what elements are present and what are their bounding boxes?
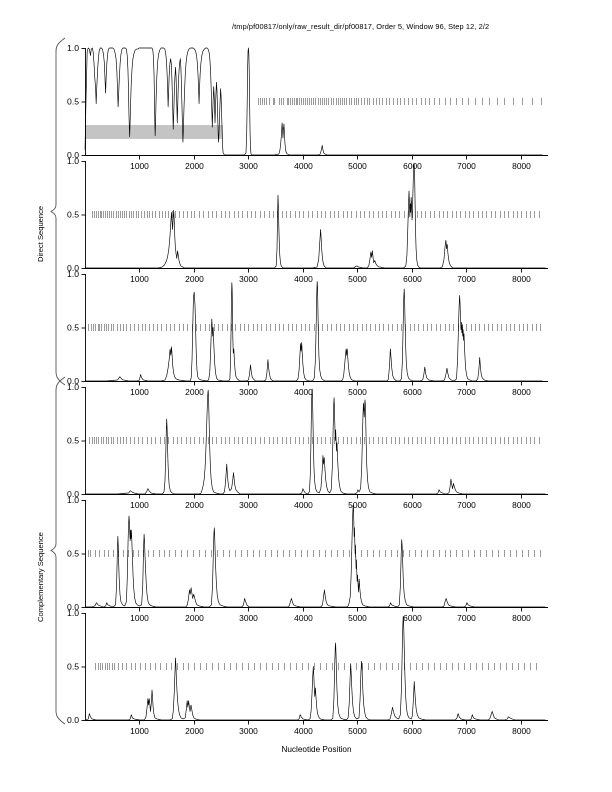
data-curve bbox=[84, 615, 546, 721]
x-tick-label: 7000 bbox=[457, 726, 476, 736]
x-tick-label: 6000 bbox=[403, 274, 422, 284]
x-tick-label: 3000 bbox=[239, 161, 258, 171]
panel-frame-1-direct: 0.0 0.5 1.0 1000 2000 3000 4000 5000 6000 7000 800… bbox=[67, 43, 548, 171]
panel-frame-2-complementary: 0.0 0.5 1.0 1000 2000 3000 4000 5000 6000 7000 800… bbox=[67, 495, 548, 623]
x-tick-label: 5000 bbox=[348, 726, 367, 736]
y-tick-label: 1.0 bbox=[67, 156, 79, 166]
marker-row bbox=[92, 211, 540, 218]
x-tick-label: 7000 bbox=[457, 613, 476, 623]
x-tick-label: 1000 bbox=[130, 274, 149, 284]
marker-row bbox=[95, 663, 537, 670]
group-brace bbox=[50, 376, 66, 725]
x-tick-label: 8000 bbox=[512, 613, 531, 623]
y-axis-group-label-direct: Direct Sequence bbox=[36, 205, 45, 262]
panel-frame-2-direct: 0.0 0.5 1.0 1000 2000 3000 4000 5000 6000 7000 800… bbox=[67, 156, 548, 284]
marker-row bbox=[89, 437, 540, 444]
x-tick-label: 4000 bbox=[294, 274, 313, 284]
x-tick-label: 5000 bbox=[348, 613, 367, 623]
x-tick-label: 4000 bbox=[294, 500, 313, 510]
y-tick-label: 0.5 bbox=[67, 549, 79, 559]
y-tick-label: 1.0 bbox=[67, 43, 79, 53]
data-curve bbox=[85, 281, 543, 382]
y-tick-label: 0.0 bbox=[67, 602, 79, 612]
x-tick-label: 2000 bbox=[185, 726, 204, 736]
x-tick-label: 8000 bbox=[512, 274, 531, 284]
x-tick-label: 3000 bbox=[239, 500, 258, 510]
data-curve bbox=[85, 505, 546, 608]
marker-row bbox=[88, 324, 541, 331]
x-tick-label: 2000 bbox=[185, 387, 204, 397]
x-tick-label: 3000 bbox=[239, 387, 258, 397]
x-tick-label: 2000 bbox=[185, 500, 204, 510]
x-tick-label: 6000 bbox=[403, 500, 422, 510]
x-tick-label: 5000 bbox=[348, 387, 367, 397]
y-tick-label: 1.0 bbox=[67, 382, 79, 392]
x-tick-label: 4000 bbox=[294, 726, 313, 736]
y-tick-label: 0.0 bbox=[67, 376, 79, 386]
x-tick-label: 1000 bbox=[130, 726, 149, 736]
y-axis-group-label-complementary: Complementary Sequence bbox=[36, 532, 45, 622]
panel-frame-1-complementary: 0.0 0.5 1.0 1000 2000 3000 4000 5000 6000 7000 800… bbox=[67, 382, 548, 510]
x-tick-label: 4000 bbox=[294, 161, 313, 171]
x-tick-label: 1000 bbox=[130, 387, 149, 397]
data-curve bbox=[84, 47, 543, 156]
x-tick-label: 1000 bbox=[130, 613, 149, 623]
x-tick-label: 2000 bbox=[185, 613, 204, 623]
data-curve bbox=[85, 388, 546, 495]
x-tick-label: 1000 bbox=[130, 161, 149, 171]
y-tick-label: 0.0 bbox=[67, 715, 79, 725]
y-tick-label: 1.0 bbox=[67, 608, 79, 618]
x-tick-label: 4000 bbox=[294, 613, 313, 623]
figure-title: /tmp/pf00817/only/raw_result_dir/pf00817… bbox=[232, 22, 490, 31]
x-tick-label: 7000 bbox=[457, 161, 476, 171]
y-tick-label: 1.0 bbox=[67, 495, 79, 505]
x-tick-label: 4000 bbox=[294, 387, 313, 397]
panel-frame-3-complementary: 0.0 0.5 1.0 1000 2000 3000 4000 5000 6000 7000 800… bbox=[67, 608, 548, 736]
x-tick-label: 2000 bbox=[185, 274, 204, 284]
marker-row bbox=[88, 550, 541, 557]
x-tick-label: 5000 bbox=[348, 500, 367, 510]
panel-frame-3-direct: 0.0 0.5 1.0 1000 2000 3000 4000 5000 6000 7000 800… bbox=[67, 269, 548, 397]
x-tick-label: 8000 bbox=[512, 161, 531, 171]
x-tick-label: 3000 bbox=[239, 274, 258, 284]
x-tick-label: 8000 bbox=[512, 500, 531, 510]
x-tick-label: 3000 bbox=[239, 613, 258, 623]
group-brace bbox=[50, 37, 66, 386]
x-tick-label: 7000 bbox=[457, 387, 476, 397]
x-tick-label: 6000 bbox=[403, 387, 422, 397]
x-tick-label: 2000 bbox=[185, 161, 204, 171]
x-tick-label: 3000 bbox=[239, 726, 258, 736]
y-tick-label: 0.5 bbox=[67, 323, 79, 333]
y-tick-label: 0.5 bbox=[67, 97, 79, 107]
y-tick-label: 0.5 bbox=[67, 662, 79, 672]
marker-row bbox=[258, 98, 542, 105]
highlight-band bbox=[85, 125, 223, 139]
x-tick-label: 7000 bbox=[457, 274, 476, 284]
x-tick-label: 6000 bbox=[403, 613, 422, 623]
x-tick-label: 6000 bbox=[403, 161, 422, 171]
y-tick-label: 0.0 bbox=[67, 150, 79, 160]
y-tick-label: 0.0 bbox=[67, 263, 79, 273]
x-tick-label: 8000 bbox=[512, 726, 531, 736]
x-tick-label: 8000 bbox=[512, 387, 531, 397]
x-tick-label: 1000 bbox=[130, 500, 149, 510]
x-tick-label: 5000 bbox=[348, 161, 367, 171]
y-tick-label: 1.0 bbox=[67, 269, 79, 279]
y-tick-label: 0.5 bbox=[67, 436, 79, 446]
y-tick-label: 0.5 bbox=[67, 210, 79, 220]
data-curve bbox=[85, 163, 546, 269]
y-tick-label: 0.0 bbox=[67, 489, 79, 499]
x-tick-label: 5000 bbox=[348, 274, 367, 284]
x-tick-label: 6000 bbox=[403, 726, 422, 736]
x-axis-title: Nucleotide Position bbox=[281, 745, 352, 754]
x-tick-label: 7000 bbox=[457, 500, 476, 510]
